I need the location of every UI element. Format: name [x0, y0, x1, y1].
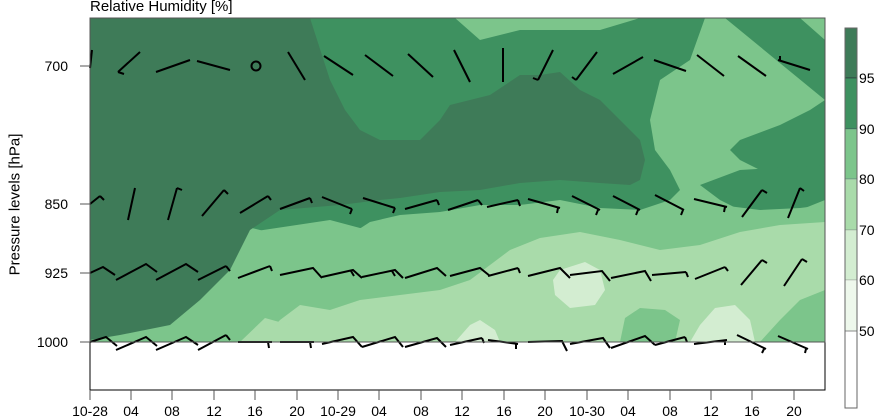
x-axis-labels: 10-28 04 08 12 16 20 10-29 04 08 12 16 2… [72, 403, 802, 418]
svg-text:20: 20 [537, 403, 553, 418]
y-axis-labels: 700 850 925 1000 [37, 58, 68, 350]
x-axis-ticks [89, 390, 795, 400]
svg-text:50: 50 [859, 323, 875, 339]
svg-text:80: 80 [859, 171, 875, 187]
svg-text:12: 12 [206, 403, 222, 418]
wind-barbs [89, 48, 811, 354]
svg-text:16: 16 [247, 403, 263, 418]
colorbar [844, 27, 858, 409]
svg-text:12: 12 [454, 403, 470, 418]
svg-text:16: 16 [496, 403, 512, 418]
svg-text:04: 04 [123, 403, 139, 418]
svg-text:10-30: 10-30 [569, 403, 605, 418]
ytick-700: 700 [45, 58, 69, 74]
svg-text:16: 16 [744, 403, 760, 418]
chart-title: Relative Humidity [%] [90, 0, 233, 15]
y-axis-ticks [80, 65, 90, 343]
svg-text:10-28: 10-28 [72, 403, 108, 418]
contour-fill [90, 18, 825, 342]
svg-text:90: 90 [859, 121, 875, 137]
ytick-850: 850 [45, 196, 69, 212]
ytick-1000: 1000 [37, 334, 68, 350]
svg-text:08: 08 [413, 403, 429, 418]
colorbar-labels: 95 90 80 70 60 50 [859, 70, 875, 339]
ytick-925: 925 [45, 265, 69, 281]
svg-text:95: 95 [859, 70, 875, 86]
svg-text:04: 04 [620, 403, 636, 418]
svg-text:20: 20 [786, 403, 802, 418]
svg-text:70: 70 [859, 222, 875, 238]
svg-text:08: 08 [662, 403, 678, 418]
y-axis-label: Pressure levels [hPa] [6, 133, 24, 276]
svg-text:60: 60 [859, 272, 875, 288]
svg-text:12: 12 [703, 403, 719, 418]
svg-text:08: 08 [164, 403, 180, 418]
svg-text:10-29: 10-29 [320, 403, 356, 418]
svg-text:04: 04 [371, 403, 387, 418]
svg-text:20: 20 [289, 403, 305, 418]
